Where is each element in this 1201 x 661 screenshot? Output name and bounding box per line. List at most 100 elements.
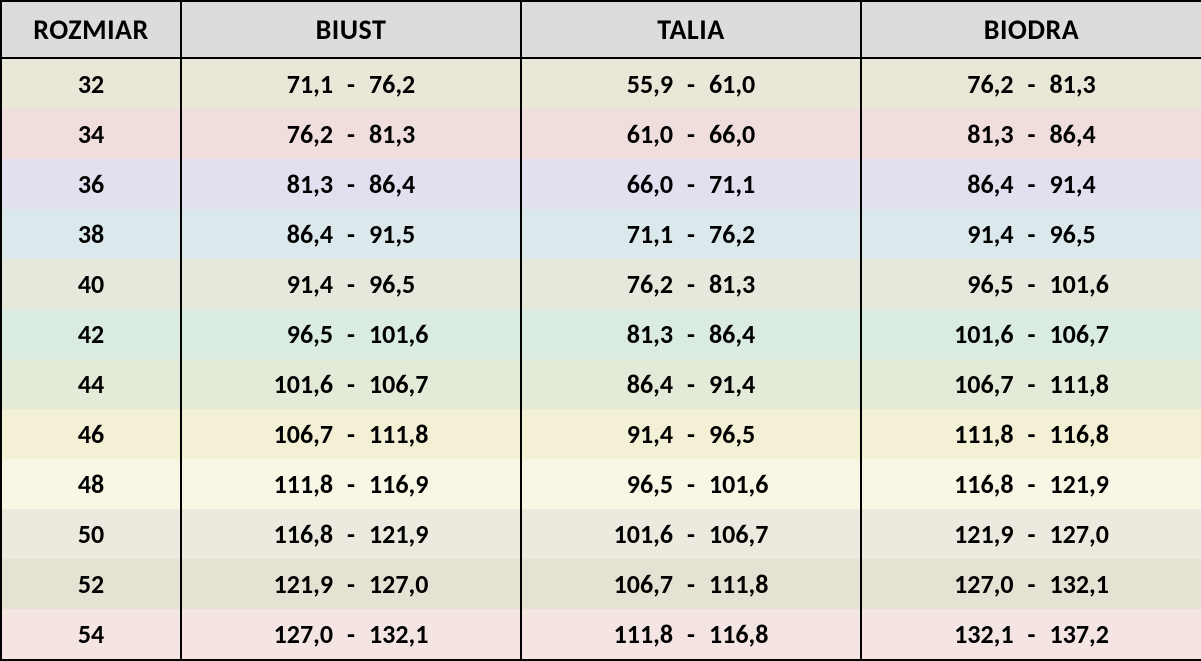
range-dash: - [681, 268, 701, 300]
biodra-min: 127,0 [942, 568, 1014, 600]
biodra-range: 127,0-132,1 [942, 568, 1122, 600]
cell-talia: 81,3-86,4 [521, 309, 861, 359]
range-dash: - [341, 618, 361, 650]
talia-range: 101,6-106,7 [601, 518, 781, 550]
biodra-range: 81,3-86,4 [942, 118, 1122, 150]
cell-biodra: 116,8-121,9 [861, 459, 1201, 509]
talia-range: 91,4-96,5 [601, 418, 781, 450]
range-dash: - [1022, 218, 1042, 250]
range-dash: - [681, 618, 701, 650]
biodra-range: 106,7-111,8 [942, 368, 1122, 400]
biodra-min: 81,3 [942, 118, 1014, 150]
biust-max: 86,4 [369, 168, 441, 200]
biust-range: 127,0-132,1 [261, 618, 441, 650]
cell-biodra: 106,7-111,8 [861, 359, 1201, 409]
range-dash: - [681, 568, 701, 600]
cell-talia: 61,0-66,0 [521, 109, 861, 159]
biodra-max: 127,0 [1049, 518, 1121, 550]
talia-min: 86,4 [601, 368, 673, 400]
cell-biust: 101,6-106,7 [181, 359, 521, 409]
talia-range: 81,3-86,4 [601, 318, 781, 350]
biust-min: 127,0 [261, 618, 333, 650]
talia-range: 96,5-101,6 [601, 468, 781, 500]
range-dash: - [341, 518, 361, 550]
biodra-range: 132,1-137,2 [942, 618, 1122, 650]
talia-min: 81,3 [601, 318, 673, 350]
range-dash: - [681, 418, 701, 450]
biust-max: 91,5 [369, 218, 441, 250]
talia-max: 86,4 [709, 318, 781, 350]
cell-rozmiar: 38 [1, 209, 181, 259]
cell-rozmiar: 48 [1, 459, 181, 509]
cell-talia: 96,5-101,6 [521, 459, 861, 509]
biust-min: 96,5 [261, 318, 333, 350]
biust-range: 116,8-121,9 [261, 518, 441, 550]
biust-min: 76,2 [261, 118, 333, 150]
biodra-range: 91,4-96,5 [942, 218, 1122, 250]
biodra-max: 116,8 [1049, 418, 1121, 450]
biust-min: 101,6 [261, 368, 333, 400]
header-talia: TALIA [521, 1, 861, 58]
biodra-max: 121,9 [1049, 468, 1121, 500]
cell-biodra: 81,3-86,4 [861, 109, 1201, 159]
biust-max: 81,3 [369, 118, 441, 150]
talia-min: 71,1 [601, 218, 673, 250]
range-dash: - [681, 168, 701, 200]
range-dash: - [1022, 118, 1042, 150]
biust-min: 106,7 [261, 418, 333, 450]
range-dash: - [1022, 618, 1042, 650]
cell-rozmiar: 52 [1, 559, 181, 609]
cell-rozmiar: 44 [1, 359, 181, 409]
biust-max: 127,0 [369, 568, 441, 600]
cell-biodra: 86,4-91,4 [861, 159, 1201, 209]
biust-max: 76,2 [369, 68, 441, 100]
range-dash: - [341, 568, 361, 600]
talia-range: 76,2-81,3 [601, 268, 781, 300]
range-dash: - [341, 368, 361, 400]
table-row: 3681,3-86,466,0-71,186,4-91,4 [1, 159, 1201, 209]
biodra-min: 76,2 [942, 68, 1014, 100]
biust-range: 111,8-116,9 [261, 468, 441, 500]
cell-biust: 76,2-81,3 [181, 109, 521, 159]
biodra-max: 101,6 [1049, 268, 1121, 300]
biodra-max: 96,5 [1049, 218, 1121, 250]
range-dash: - [341, 168, 361, 200]
range-dash: - [681, 318, 701, 350]
cell-biust: 96,5-101,6 [181, 309, 521, 359]
size-chart-tbody: 3271,1-76,255,9-61,076,2-81,33476,2-81,3… [1, 58, 1201, 660]
biodra-range: 116,8-121,9 [942, 468, 1122, 500]
cell-rozmiar: 46 [1, 409, 181, 459]
biodra-min: 132,1 [942, 618, 1014, 650]
biust-max: 121,9 [369, 518, 441, 550]
range-dash: - [341, 268, 361, 300]
talia-min: 101,6 [601, 518, 673, 550]
range-dash: - [1022, 518, 1042, 550]
talia-min: 96,5 [601, 468, 673, 500]
biust-max: 106,7 [369, 368, 441, 400]
header-rozmiar: ROZMIAR [1, 1, 181, 58]
table-row: 4091,4-96,576,2-81,396,5-101,6 [1, 259, 1201, 309]
biodra-min: 121,9 [942, 518, 1014, 550]
range-dash: - [341, 118, 361, 150]
cell-talia: 111,8-116,8 [521, 609, 861, 660]
talia-min: 66,0 [601, 168, 673, 200]
range-dash: - [1022, 68, 1042, 100]
table-row: 3476,2-81,361,0-66,081,3-86,4 [1, 109, 1201, 159]
cell-biodra: 111,8-116,8 [861, 409, 1201, 459]
biodra-max: 106,7 [1049, 318, 1121, 350]
biodra-min: 91,4 [942, 218, 1014, 250]
biodra-max: 111,8 [1049, 368, 1121, 400]
biodra-min: 106,7 [942, 368, 1014, 400]
biust-max: 101,6 [369, 318, 441, 350]
cell-talia: 55,9-61,0 [521, 58, 861, 109]
range-dash: - [681, 468, 701, 500]
range-dash: - [1022, 168, 1042, 200]
talia-max: 106,7 [709, 518, 781, 550]
cell-rozmiar: 34 [1, 109, 181, 159]
biust-range: 81,3-86,4 [261, 168, 441, 200]
size-chart-table: ROZMIAR BIUST TALIA BIODRA 3271,1-76,255… [0, 0, 1201, 661]
biodra-range: 76,2-81,3 [942, 68, 1122, 100]
cell-talia: 71,1-76,2 [521, 209, 861, 259]
biodra-range: 101,6-106,7 [942, 318, 1122, 350]
talia-range: 61,0-66,0 [601, 118, 781, 150]
